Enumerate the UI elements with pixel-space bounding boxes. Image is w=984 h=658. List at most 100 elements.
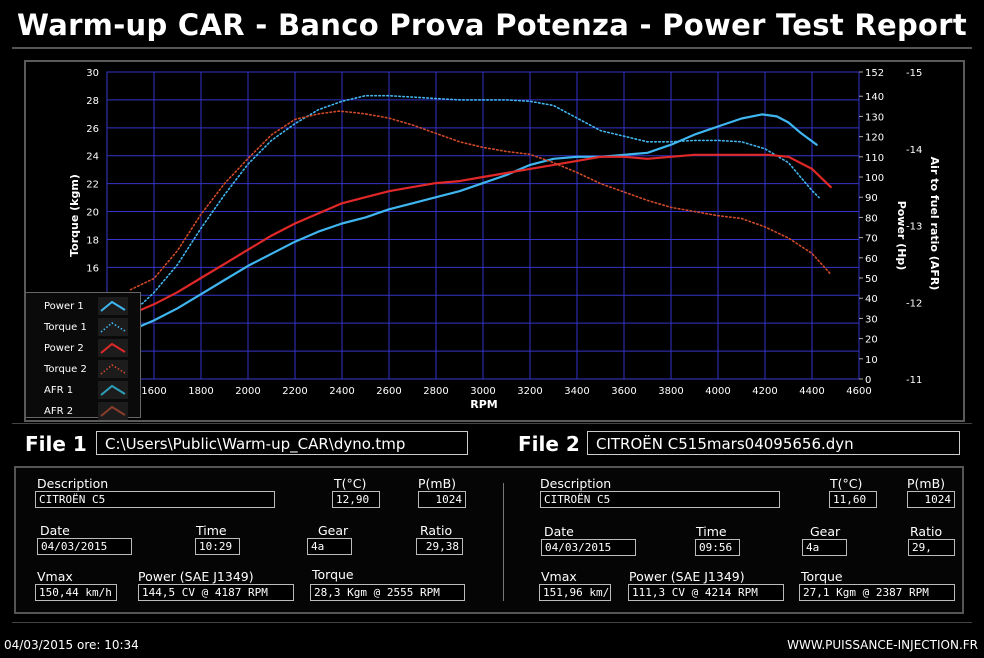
x-tick-label: 1600	[141, 386, 166, 397]
run1-pressure-field[interactable]: 1024	[418, 491, 466, 508]
legend-item-afr-1[interactable]: AFR 1	[26, 381, 136, 401]
file2-path-field[interactable]: CITROËN C515mars04095656.dyn	[587, 431, 960, 455]
power-tick-label: 20	[865, 335, 878, 346]
x-tick-label: 4000	[705, 386, 730, 397]
footer-divider	[12, 622, 972, 623]
run2-vmax-label: Vmax	[541, 569, 577, 584]
run1-ratio-label: Ratio	[420, 523, 453, 538]
series-line-power-2	[129, 153, 832, 316]
torque-tick-label: 30	[86, 68, 99, 79]
power-tick-label: 120	[865, 133, 884, 144]
torque-tick-label: 24	[86, 152, 99, 163]
run1-vmax-field[interactable]: 150,44 km/h	[35, 584, 117, 601]
file1-path-field[interactable]: C:\Users\Public\Warm-up_CAR\dyno.tmp	[96, 431, 468, 455]
legend-item-power-1[interactable]: Power 1	[26, 297, 136, 317]
torque-tick-label: 16	[86, 263, 99, 274]
x-tick-label: 3800	[658, 386, 683, 397]
file1-label: File 1	[25, 432, 87, 456]
afr-axis-title: Air to fuel ratio (AFR)	[928, 157, 941, 291]
afr-tick-label: -13	[906, 222, 922, 233]
run1-temp-field[interactable]: 12,90	[332, 491, 380, 508]
run2-gear-field[interactable]: 4a	[802, 539, 847, 556]
power-tick-label: 50	[865, 274, 878, 285]
run1-description-label: Description	[37, 476, 109, 491]
run2-date-label: Date	[544, 524, 574, 539]
legend-swatch	[98, 402, 128, 420]
torque-axis-title: Torque (kgm)	[68, 174, 81, 257]
power-axis-title: Power (Hp)	[895, 201, 908, 271]
panel-separator	[503, 483, 504, 601]
run2-gear-label: Gear	[810, 524, 841, 539]
x-tick-label: 1800	[188, 386, 213, 397]
run1-ratio-field[interactable]: 29,38	[416, 538, 463, 555]
run2-torque-field[interactable]: 27,1 Kgm @ 2387 RPM	[799, 584, 955, 601]
afr-tick-label: -15	[906, 68, 922, 79]
run2-pressure-field[interactable]: 1024	[907, 491, 955, 508]
run2-time-label: Time	[696, 524, 727, 539]
run1-power-field[interactable]: 144,5 CV @ 4187 RPM	[138, 584, 294, 601]
run1-gear-label: Gear	[318, 523, 349, 538]
legend-item-torque-2[interactable]: Torque 2	[26, 360, 136, 380]
run1-torque-label: Torque	[312, 567, 354, 582]
run2-time-field[interactable]: 09:56	[695, 539, 740, 556]
run1-gear-field[interactable]: 4a	[307, 538, 352, 555]
afr-tick-label: -11	[906, 375, 922, 386]
torque-tick-label: 26	[86, 124, 99, 135]
run1-description-field[interactable]: CITROËN C5	[35, 491, 275, 508]
legend-swatch	[98, 381, 128, 399]
dyno-chart: 1600 1800 2000 2200 2400 2600 2800 3000 3200 3400…	[68, 68, 941, 411]
legend-item-afr-2[interactable]: AFR 2	[26, 402, 136, 422]
legend-item-torque-1[interactable]: Torque 1	[26, 318, 136, 338]
x-tick-label: 3000	[470, 386, 495, 397]
title-divider	[12, 47, 972, 49]
x-tick-label: 3400	[564, 386, 589, 397]
run2-ratio-field[interactable]: 29,	[908, 539, 955, 556]
x-tick-label: 3600	[611, 386, 636, 397]
power-tick-label: 70	[865, 234, 878, 245]
power-tick-label: 40	[865, 294, 878, 305]
run2-date-field[interactable]: 04/03/2015	[541, 539, 636, 556]
power-tick-label: 60	[865, 254, 878, 265]
x-tick-label: 4600	[846, 386, 871, 397]
x-tick-label: 4400	[799, 386, 824, 397]
legend-item-power-2[interactable]: Power 2	[26, 339, 136, 359]
x-tick-label: 2800	[423, 386, 448, 397]
chart-divider	[12, 423, 972, 424]
legend-label: Torque 2	[44, 364, 87, 375]
series-line-power-1	[129, 113, 818, 332]
run2-temp-field[interactable]: 11,60	[829, 491, 877, 508]
power-tick-label: 100	[865, 173, 884, 184]
footer-timestamp: 04/03/2015 ore: 10:34	[4, 638, 139, 652]
power-tick-label: 152	[865, 68, 884, 79]
legend-label: Power 1	[44, 301, 84, 312]
legend-swatch	[98, 360, 128, 378]
run1-time-field[interactable]: 10:29	[195, 538, 240, 555]
run2-description-field[interactable]: CITROËN C5	[540, 491, 780, 508]
report-title: Warm-up CAR - Banco Prova Potenza - Powe…	[16, 8, 968, 42]
power-tick-label: 0	[865, 375, 871, 386]
legend-label: AFR 2	[44, 406, 74, 417]
run2-power-field[interactable]: 111,3 CV @ 4214 RPM	[628, 584, 784, 601]
legend-swatch	[98, 297, 128, 315]
run2-vmax-field[interactable]: 151,96 km/	[539, 584, 611, 601]
power-tick-label: 80	[865, 213, 878, 224]
file2-label: File 2	[518, 432, 580, 456]
legend-label: Torque 1	[44, 322, 87, 333]
run1-vmax-label: Vmax	[37, 569, 73, 584]
run2-power-label: Power (SAE J1349)	[629, 569, 745, 584]
dyno-chart-frame: 1600 1800 2000 2200 2400 2600 2800 3000 3200 3400…	[24, 60, 965, 422]
x-tick-label: 2000	[235, 386, 260, 397]
torque-tick-label: 28	[86, 96, 99, 107]
run2-temp-label: T(°C)	[830, 476, 863, 491]
power-tick-label: 110	[865, 153, 884, 164]
power-tick-label: 10	[865, 355, 878, 366]
run1-date-field[interactable]: 04/03/2015	[37, 538, 132, 555]
run2-ratio-label: Ratio	[910, 524, 943, 539]
power-tick-label: 140	[865, 92, 884, 103]
x-tick-label: 2600	[376, 386, 401, 397]
torque-tick-label: 22	[86, 180, 99, 191]
run1-torque-field[interactable]: 28,3 Kgm @ 2555 RPM	[310, 584, 465, 601]
x-tick-label: 2400	[329, 386, 354, 397]
torque-tick-label: 18	[86, 235, 99, 246]
footer-website: WWW.PUISSANCE-INJECTION.FR	[787, 638, 978, 652]
